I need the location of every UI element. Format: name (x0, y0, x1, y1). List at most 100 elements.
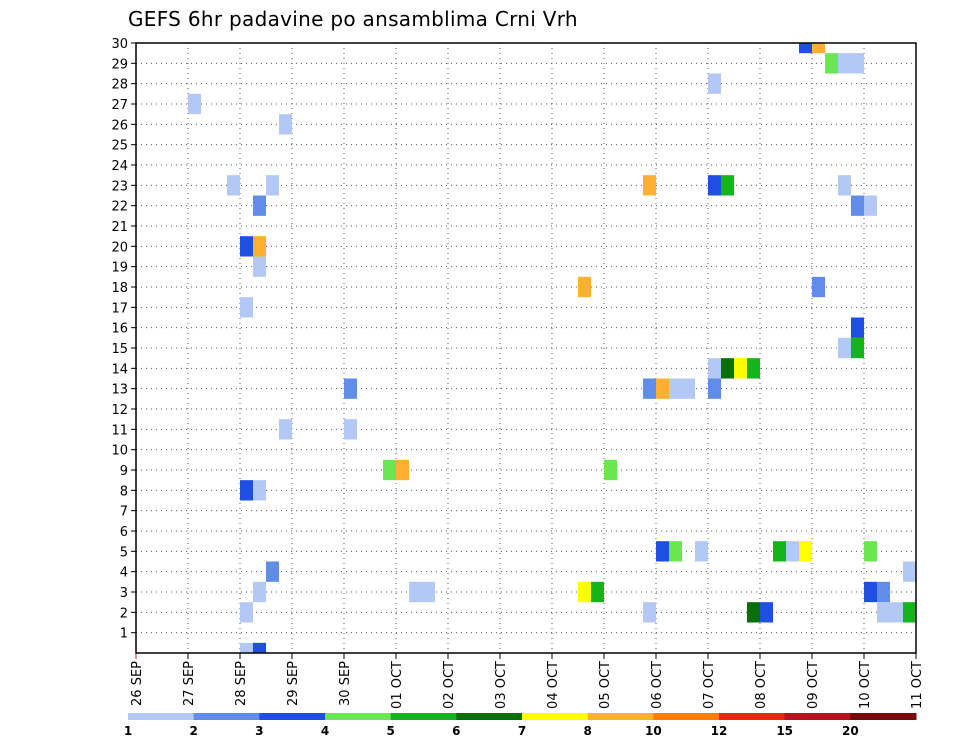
heatmap-cell (253, 195, 266, 216)
heatmap-cells (188, 43, 916, 653)
colorbar-swatch (719, 713, 786, 720)
heatmap-cell (643, 175, 656, 196)
heatmap-cell (422, 581, 435, 603)
y-tick-label: 17 (111, 301, 128, 316)
plot-frame (135, 42, 917, 654)
colorbar-swatch (390, 713, 457, 720)
colorbar-label: 20 (842, 724, 859, 738)
heatmap-cell (773, 541, 786, 562)
x-tick-label: 09 OCT (806, 661, 821, 709)
heatmap-cell (851, 317, 864, 338)
heatmap-cell (851, 337, 864, 359)
heatmap-cell (253, 256, 266, 277)
y-axis-ticks: 1234567891011121314151617181920212223242… (111, 37, 136, 642)
heatmap-cell (253, 236, 266, 257)
heatmap-cell (643, 378, 656, 399)
heatmap-cell (266, 561, 279, 582)
heatmap-cell (253, 642, 266, 653)
heatmap-cell (877, 581, 890, 603)
heatmap-cell (253, 581, 266, 603)
colorbar-swatch (325, 713, 392, 720)
y-tick-label: 25 (111, 139, 128, 154)
y-tick-label: 1 (120, 627, 128, 642)
heatmap-cell (838, 53, 851, 74)
y-tick-label: 7 (120, 505, 128, 520)
heatmap-cell (656, 541, 669, 562)
heatmap-cell (578, 581, 591, 603)
colorbar-label: 1 (124, 724, 132, 738)
y-tick-label: 14 (111, 362, 128, 377)
grid-lines (136, 42, 916, 653)
colorbar-label: 12 (711, 724, 728, 738)
heatmap-cell (578, 276, 591, 298)
y-tick-label: 13 (111, 383, 128, 398)
y-tick-label: 9 (120, 464, 128, 479)
heatmap-cell (279, 419, 292, 440)
colorbar-swatch (653, 713, 720, 720)
x-tick-label: 27 SEP (182, 661, 197, 706)
colorbar-label: 10 (645, 724, 662, 738)
y-tick-label: 28 (111, 78, 128, 93)
y-tick-label: 5 (120, 545, 128, 560)
colorbar-label: 4 (321, 724, 329, 738)
heatmap-cell (253, 480, 266, 501)
y-tick-label: 30 (111, 37, 128, 52)
x-tick-label: 04 OCT (546, 661, 561, 709)
colorbar-label: 7 (518, 724, 526, 738)
heatmap-cell (643, 602, 656, 623)
heatmap-cell (877, 602, 890, 623)
colorbar-label: 5 (386, 724, 394, 738)
x-tick-label: 01 OCT (390, 661, 405, 709)
colorbar-label: 2 (189, 724, 197, 738)
heatmap-cell (812, 43, 825, 54)
y-tick-label: 18 (111, 281, 128, 296)
y-tick-label: 29 (111, 57, 128, 72)
heatmap-cell (799, 541, 812, 562)
y-tick-label: 10 (111, 444, 128, 459)
heatmap-cell (344, 378, 357, 399)
y-tick-label: 12 (111, 403, 128, 418)
heatmap-cell (864, 541, 877, 562)
colorbar-label: 8 (583, 724, 591, 738)
heatmap-cell (396, 459, 409, 481)
heatmap-cell (409, 581, 422, 603)
y-tick-label: 20 (111, 240, 128, 255)
x-axis-ticks: 26 SEP 27 SEP 28 SEP 29 SEP 30 SEP 01 OCT 02 O… (130, 653, 925, 709)
heatmap-cell (708, 378, 721, 399)
y-tick-label: 23 (111, 179, 128, 194)
colorbar-swatch (259, 713, 326, 720)
heatmap-cell (669, 541, 682, 562)
y-tick-label: 6 (120, 525, 128, 540)
y-tick-label: 24 (111, 159, 128, 174)
y-tick-label: 26 (111, 118, 128, 133)
heatmap-cell (838, 175, 851, 196)
heatmap-cell (266, 175, 279, 196)
y-tick-label: 27 (111, 98, 128, 113)
y-tick-label: 22 (111, 200, 128, 215)
colorbar-swatch (522, 713, 589, 720)
heatmap-cell (695, 541, 708, 562)
heatmap-cell (864, 195, 877, 216)
colorbar-swatch (587, 713, 654, 720)
heatmap-cell (682, 378, 695, 399)
heatmap-cell (734, 358, 747, 379)
heatmap-cell (903, 561, 916, 582)
heatmap-cell (721, 358, 734, 379)
heatmap-cell (812, 276, 825, 298)
heatmap-cell (708, 73, 721, 94)
y-tick-label: 2 (120, 606, 128, 621)
colorbar-swatch (784, 713, 851, 720)
heatmap-cell (708, 175, 721, 196)
colorbar-swatch (193, 713, 260, 720)
heatmap-cell (851, 195, 864, 216)
heatmap-cell (747, 358, 760, 379)
heatmap-cell (838, 337, 851, 359)
heatmap-cell (240, 236, 253, 257)
x-tick-label: 02 OCT (442, 661, 457, 709)
y-tick-label: 21 (111, 220, 128, 235)
y-tick-label: 11 (111, 423, 128, 438)
colorbar-label: 15 (776, 724, 793, 738)
y-tick-label: 3 (120, 586, 128, 601)
heatmap-cell (825, 53, 838, 74)
heatmap-cell (383, 459, 396, 481)
